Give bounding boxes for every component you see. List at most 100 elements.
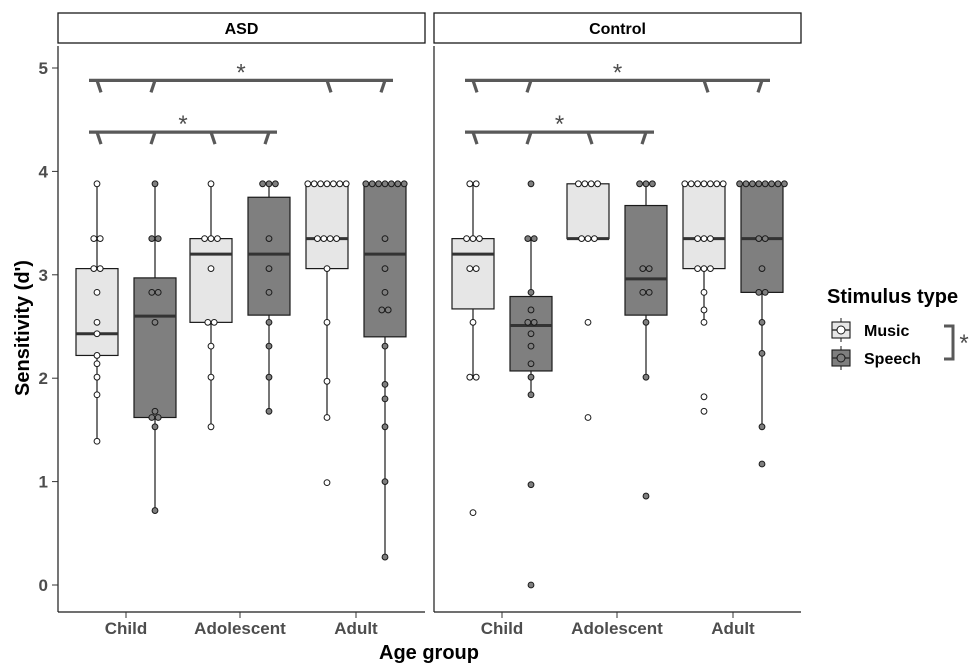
box-child-speech: [133, 180, 177, 514]
data-point: [472, 180, 480, 188]
box-iqr: [682, 183, 726, 270]
data-point: [584, 318, 592, 326]
data-point: [469, 509, 477, 517]
bracket-leg: [471, 79, 479, 93]
box-child-music: [75, 180, 119, 445]
significance-star: *: [178, 111, 187, 138]
data-point: [207, 342, 215, 350]
data-point: [466, 373, 474, 381]
data-point: [524, 235, 532, 243]
legend-significance-star: *: [959, 330, 968, 357]
data-point: [207, 235, 215, 243]
data-point: [761, 288, 769, 296]
data-point: [645, 288, 653, 296]
data-point: [578, 235, 585, 243]
legend-label: Speech: [864, 351, 921, 368]
data-point: [584, 414, 592, 421]
facet-panel-control: Control Child Adolescent Adult * *: [433, 12, 802, 638]
x-tick-label: Child: [481, 619, 524, 638]
box-iqr: [305, 183, 349, 270]
significance-bracket: *: [89, 59, 393, 93]
data-point: [93, 288, 101, 296]
data-point: [201, 235, 209, 243]
data-point: [314, 235, 321, 243]
bracket-leg: [586, 131, 594, 145]
data-point: [527, 342, 535, 350]
data-point: [749, 180, 756, 188]
data-point: [148, 288, 156, 296]
data-point: [694, 180, 701, 188]
box-iqr: [566, 183, 610, 240]
data-point: [781, 180, 788, 188]
legend-label: Music: [864, 323, 909, 340]
data-point: [259, 180, 267, 188]
data-point: [93, 391, 101, 399]
data-point: [527, 373, 535, 381]
data-point: [527, 180, 535, 188]
data-point: [381, 381, 389, 388]
box-adult-music: [304, 180, 350, 487]
data-point: [719, 180, 727, 188]
data-point: [400, 180, 408, 188]
data-point: [700, 288, 708, 296]
box-iqr: [624, 204, 668, 316]
data-point: [587, 180, 595, 188]
data-point: [694, 265, 701, 272]
legend-title: Stimulus type: [827, 286, 958, 308]
data-point: [310, 180, 318, 188]
data-point: [761, 235, 769, 243]
legend-item-speech: Speech: [831, 346, 921, 370]
data-point: [93, 437, 101, 445]
data-point: [151, 407, 159, 415]
significance-star: *: [555, 111, 564, 138]
bracket-leg: [263, 131, 271, 145]
x-tick-label: Adult: [711, 619, 755, 638]
bracket-leg: [95, 79, 103, 93]
data-point: [463, 235, 471, 243]
data-point: [472, 373, 480, 381]
data-point: [381, 423, 389, 431]
facet-strip: [433, 12, 802, 44]
data-point: [524, 318, 532, 326]
x-tick-label: Adult: [334, 619, 378, 638]
data-point: [381, 553, 389, 561]
box-iqr: [247, 196, 291, 316]
data-point: [148, 235, 156, 243]
data-point: [265, 180, 273, 188]
data-point: [700, 318, 708, 326]
data-point: [758, 423, 766, 431]
y-axis-title: Sensitivity (d'): [12, 260, 34, 396]
data-point: [323, 377, 331, 385]
data-point: [642, 492, 650, 500]
data-point: [469, 235, 477, 243]
data-point: [96, 265, 104, 272]
data-point: [700, 306, 708, 314]
data-point: [700, 265, 708, 272]
legend-item-music: Music: [831, 318, 909, 342]
data-point: [639, 288, 647, 296]
data-point: [758, 460, 766, 468]
box-adolescent-music: [566, 180, 610, 421]
legend-key-point: [836, 325, 846, 335]
bracket-leg: [95, 131, 103, 145]
legend-significance-bracket: *: [944, 324, 969, 361]
significance-star: *: [613, 59, 622, 86]
data-point: [713, 180, 721, 188]
data-point: [93, 330, 101, 338]
data-point: [527, 330, 535, 338]
bracket-leg: [149, 131, 157, 145]
data-point: [96, 235, 104, 243]
data-point: [265, 265, 273, 272]
facet-strip-label: Control: [589, 21, 646, 38]
data-point: [381, 265, 389, 272]
data-point: [768, 180, 775, 188]
data-point: [336, 180, 344, 188]
data-point: [204, 318, 212, 326]
data-point: [207, 265, 215, 272]
data-point: [476, 235, 483, 243]
data-point: [378, 306, 386, 314]
y-tick-label: 0: [39, 576, 48, 595]
x-axis-title: Age group: [379, 642, 479, 664]
data-point: [466, 265, 474, 272]
data-point: [530, 235, 538, 243]
